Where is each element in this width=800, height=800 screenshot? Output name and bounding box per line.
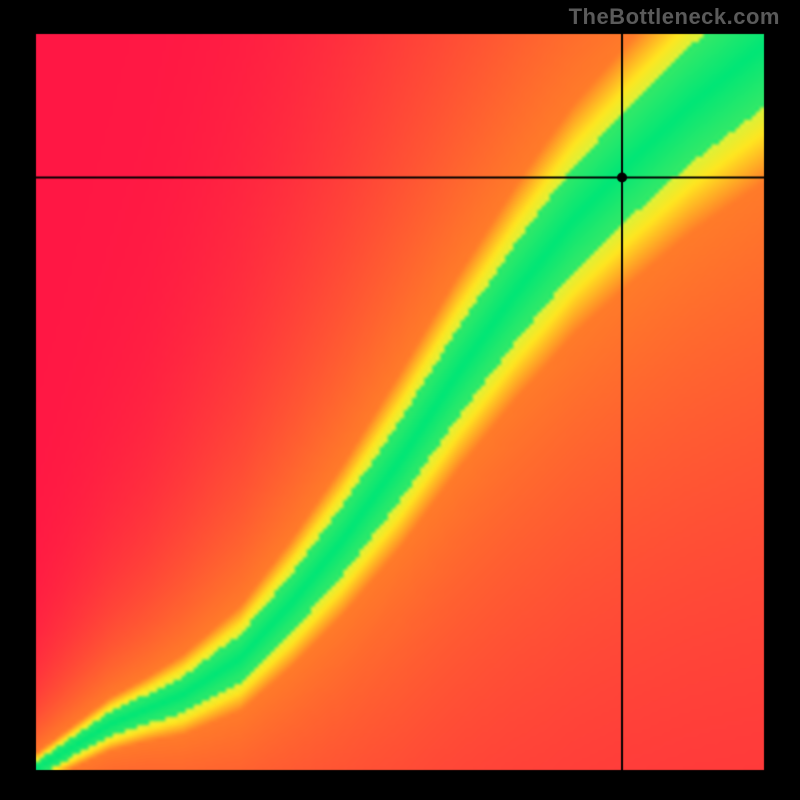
chart-container: TheBottleneck.com (0, 0, 800, 800)
bottleneck-heatmap (0, 0, 800, 800)
attribution-text: TheBottleneck.com (569, 4, 780, 30)
